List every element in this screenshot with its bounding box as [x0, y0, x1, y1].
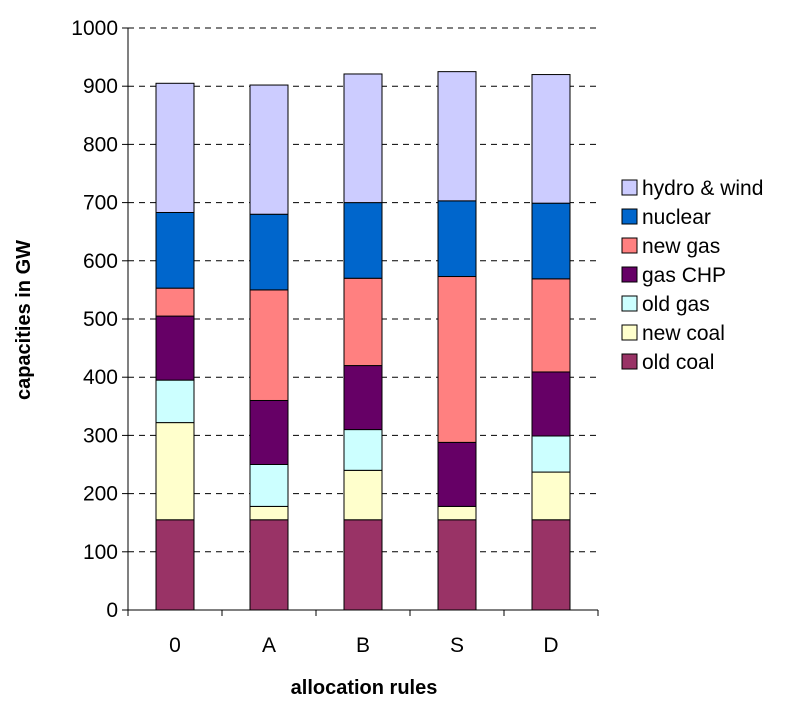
- x-tick-label: A: [262, 634, 276, 657]
- bar-segment: [437, 519, 477, 611]
- legend-label: old gas: [642, 293, 710, 316]
- bar-segment: [437, 200, 477, 278]
- bar-segment: [155, 287, 195, 317]
- legend-label: nuclear: [642, 206, 711, 229]
- x-tick-label: S: [450, 634, 464, 657]
- y-tick-label: 800: [83, 133, 118, 156]
- legend-swatch: [621, 208, 638, 225]
- bar-segment: [531, 202, 571, 280]
- bar-segment: [343, 202, 383, 279]
- x-axis-title: allocation rules: [291, 677, 438, 699]
- bar-segment: [531, 371, 571, 437]
- bar-segment: [343, 469, 383, 521]
- bar-segment: [531, 278, 571, 373]
- bar-segment: [155, 519, 195, 611]
- y-tick-label: 700: [83, 192, 118, 215]
- bar-segment: [531, 519, 571, 611]
- bar-segment: [531, 471, 571, 521]
- y-axis-title: capacities in GW: [13, 240, 35, 400]
- bar-segment: [437, 71, 477, 202]
- axes: [122, 27, 599, 616]
- tick-labels: 0 100 200 300 400 500 600 700 800 900 1000 0 A B S D: [71, 17, 558, 657]
- bar-segment: [249, 505, 289, 521]
- y-tick-label: 500: [83, 308, 118, 331]
- bar-segment: [155, 211, 195, 289]
- legend-swatch: [621, 295, 638, 312]
- bar-segment: [343, 277, 383, 367]
- legend-swatch: [621, 237, 638, 254]
- bar-segment: [155, 315, 195, 381]
- bar-segment: [249, 399, 289, 466]
- legend-swatch: [621, 353, 638, 370]
- bar-segment: [343, 73, 383, 204]
- bar-segment: [249, 84, 289, 215]
- legend-label: hydro & wind: [642, 177, 763, 200]
- x-tick-label: 0: [169, 634, 181, 657]
- bar-segment: [155, 422, 195, 521]
- bars: [155, 71, 571, 611]
- legend: hydro & wind nuclear new gas gas CHP old gas…: [621, 177, 763, 374]
- bar-segment: [437, 441, 477, 507]
- bar-segment: [249, 519, 289, 611]
- y-tick-label: 0: [106, 599, 118, 622]
- y-tick-label: 400: [83, 366, 118, 389]
- bar-segment: [155, 379, 195, 424]
- y-tick-label: 200: [83, 483, 118, 506]
- bar-segment: [343, 519, 383, 611]
- x-tick-label: B: [356, 634, 370, 657]
- y-tick-label: 900: [83, 75, 118, 98]
- bar-segment: [155, 82, 195, 213]
- bar-segment: [531, 435, 571, 473]
- y-tick-label: 300: [83, 424, 118, 447]
- x-tick-label: D: [543, 634, 558, 657]
- bar-segment: [249, 464, 289, 507]
- legend-label: new coal: [642, 322, 725, 345]
- bar-segment: [249, 213, 289, 291]
- bar-segment: [249, 289, 289, 401]
- bar-segment: [343, 429, 383, 471]
- legend-label: new gas: [642, 235, 720, 258]
- bar-segment: [343, 365, 383, 431]
- y-tick-label: 100: [83, 541, 118, 564]
- bar-segment: [531, 74, 571, 204]
- legend-label: old coal: [642, 351, 714, 374]
- bar-segment: [437, 276, 477, 443]
- bar-segment: [437, 505, 477, 521]
- legend-swatch: [621, 179, 638, 196]
- y-tick-label: 1000: [71, 17, 118, 40]
- legend-label: gas CHP: [642, 264, 726, 287]
- y-tick-label: 600: [83, 250, 118, 273]
- legend-swatch: [621, 324, 638, 341]
- legend-swatch: [621, 266, 638, 283]
